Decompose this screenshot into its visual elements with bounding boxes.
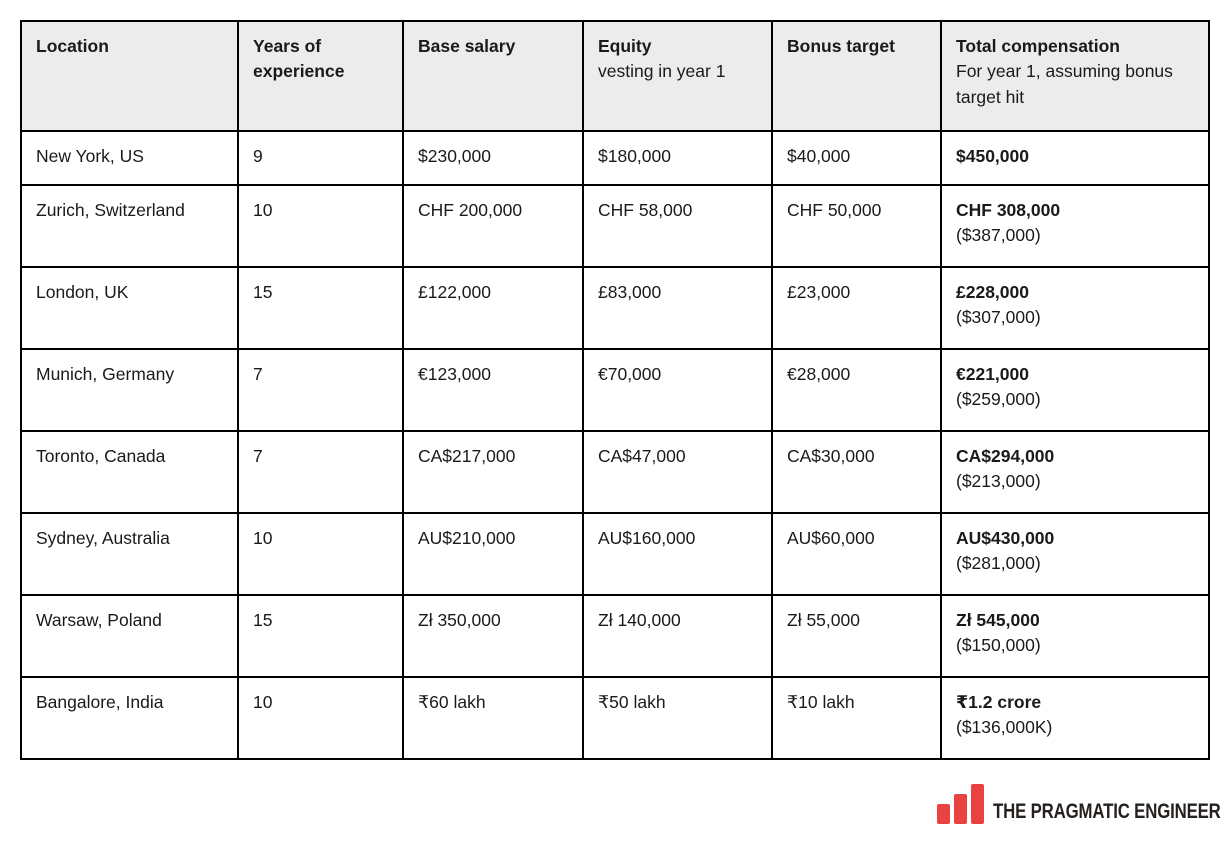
bar-chart-icon [937, 784, 984, 824]
header-label: Equity [598, 36, 652, 56]
cell-years: 10 [237, 184, 404, 268]
cell-location: London, UK [20, 266, 239, 350]
total-value: €221,000 [956, 364, 1029, 384]
total-value: CHF 308,000 [956, 200, 1061, 220]
cell-total-compensation: CHF 308,000 ($387,000) [940, 184, 1210, 268]
cell-bonus-target: $40,000 [771, 130, 942, 186]
cell-location: Warsaw, Poland [20, 594, 239, 678]
total-value: Zł 545,000 [956, 610, 1040, 630]
cell-total-compensation: £228,000 ($307,000) [940, 266, 1210, 350]
cell-bonus-target: Zł 55,000 [771, 594, 942, 678]
table-row-toronto: Toronto, Canada 7 CA$217,000 CA$47,000 C… [20, 430, 1210, 514]
table-row-munich: Munich, Germany 7 €123,000 €70,000 €28,0… [20, 348, 1210, 432]
cell-base-salary: ₹60 lakh [402, 676, 584, 760]
cell-location: Munich, Germany [20, 348, 239, 432]
header-row: Location Years of experience Base salary… [20, 20, 1210, 132]
total-value: ₹1.2 crore [956, 692, 1042, 712]
header-subtitle: vesting in year 1 [598, 61, 726, 82]
cell-base-salary: Zł 350,000 [402, 594, 584, 678]
cell-bonus-target: AU$60,000 [771, 512, 942, 596]
cell-base-salary: CHF 200,000 [402, 184, 584, 268]
cell-base-salary: €123,000 [402, 348, 584, 432]
cell-total-compensation: $450,000 [940, 130, 1210, 186]
cell-total-compensation: Zł 545,000 ($150,000) [940, 594, 1210, 678]
header-subtitle: For year 1, assuming bonus target hit [956, 61, 1173, 107]
cell-years: 9 [237, 130, 404, 186]
cell-equity: CHF 58,000 [582, 184, 773, 268]
total-usd-value: ($213,000) [956, 471, 1041, 492]
table-row-sydney: Sydney, Australia 10 AU$210,000 AU$160,0… [20, 512, 1210, 596]
compensation-table: Location Years of experience Base salary… [20, 20, 1210, 760]
column-header-bonus-target: Bonus target [771, 20, 942, 132]
total-usd-value: ($387,000) [956, 225, 1041, 246]
total-value: £228,000 [956, 282, 1029, 302]
cell-years: 7 [237, 348, 404, 432]
total-usd-value: ($136,000K) [956, 717, 1053, 738]
table-row-london: London, UK 15 £122,000 £83,000 £23,000 £… [20, 266, 1210, 350]
cell-years: 15 [237, 266, 404, 350]
total-value: $450,000 [956, 146, 1029, 166]
header-label: Bonus target [787, 36, 895, 56]
pragmatic-engineer-logo: THE PRAGMATIC ENGINEER [937, 782, 1221, 824]
column-header-equity: Equity vesting in year 1 [582, 20, 773, 132]
cell-years: 10 [237, 676, 404, 760]
cell-equity: ₹50 lakh [582, 676, 773, 760]
header-label: Location [36, 36, 109, 56]
total-value: CA$294,000 [956, 446, 1055, 466]
cell-location: Sydney, Australia [20, 512, 239, 596]
column-header-location: Location [20, 20, 239, 132]
table-row-bangalore: Bangalore, India 10 ₹60 lakh ₹50 lakh ₹1… [20, 676, 1210, 760]
table-row-zurich: Zurich, Switzerland 10 CHF 200,000 CHF 5… [20, 184, 1210, 268]
cell-total-compensation: CA$294,000 ($213,000) [940, 430, 1210, 514]
cell-bonus-target: CA$30,000 [771, 430, 942, 514]
total-usd-value: ($150,000) [956, 635, 1041, 656]
cell-years: 15 [237, 594, 404, 678]
total-usd-value: ($281,000) [956, 553, 1041, 574]
logo-text: THE PRAGMATIC ENGINEER [993, 800, 1221, 823]
cell-years: 10 [237, 512, 404, 596]
total-usd-value: ($307,000) [956, 307, 1041, 328]
header-label: Total compensation [956, 36, 1120, 56]
cell-total-compensation: ₹1.2 crore ($136,000K) [940, 676, 1210, 760]
cell-bonus-target: €28,000 [771, 348, 942, 432]
table-body: New York, US 9 $230,000 $180,000 $40,000… [20, 130, 1210, 760]
table-row-new-york: New York, US 9 $230,000 $180,000 $40,000… [20, 130, 1210, 186]
column-header-base-salary: Base salary [402, 20, 584, 132]
total-value: AU$430,000 [956, 528, 1055, 548]
cell-equity: $180,000 [582, 130, 773, 186]
cell-location: New York, US [20, 130, 239, 186]
cell-base-salary: CA$217,000 [402, 430, 584, 514]
cell-equity: £83,000 [582, 266, 773, 350]
cell-base-salary: £122,000 [402, 266, 584, 350]
cell-total-compensation: €221,000 ($259,000) [940, 348, 1210, 432]
cell-total-compensation: AU$430,000 ($281,000) [940, 512, 1210, 596]
cell-equity: CA$47,000 [582, 430, 773, 514]
logo-text-wrap: THE PRAGMATIC ENGINEER [993, 801, 1221, 823]
cell-bonus-target: CHF 50,000 [771, 184, 942, 268]
cell-location: Toronto, Canada [20, 430, 239, 514]
header-label: Base salary [418, 36, 516, 56]
cell-equity: Zł 140,000 [582, 594, 773, 678]
table-row-warsaw: Warsaw, Poland 15 Zł 350,000 Zł 140,000 … [20, 594, 1210, 678]
cell-years: 7 [237, 430, 404, 514]
cell-location: Zurich, Switzerland [20, 184, 239, 268]
total-usd-value: ($259,000) [956, 389, 1041, 410]
cell-base-salary: $230,000 [402, 130, 584, 186]
cell-equity: €70,000 [582, 348, 773, 432]
column-header-total-compensation: Total compensation For year 1, assuming b… [940, 20, 1210, 132]
cell-location: Bangalore, India [20, 676, 239, 760]
cell-equity: AU$160,000 [582, 512, 773, 596]
cell-bonus-target: £23,000 [771, 266, 942, 350]
table-header: Location Years of experience Base salary… [20, 20, 1210, 132]
cell-bonus-target: ₹10 lakh [771, 676, 942, 760]
column-header-years: Years of experience [237, 20, 404, 132]
cell-base-salary: AU$210,000 [402, 512, 584, 596]
header-label: Years of experience [253, 36, 345, 82]
